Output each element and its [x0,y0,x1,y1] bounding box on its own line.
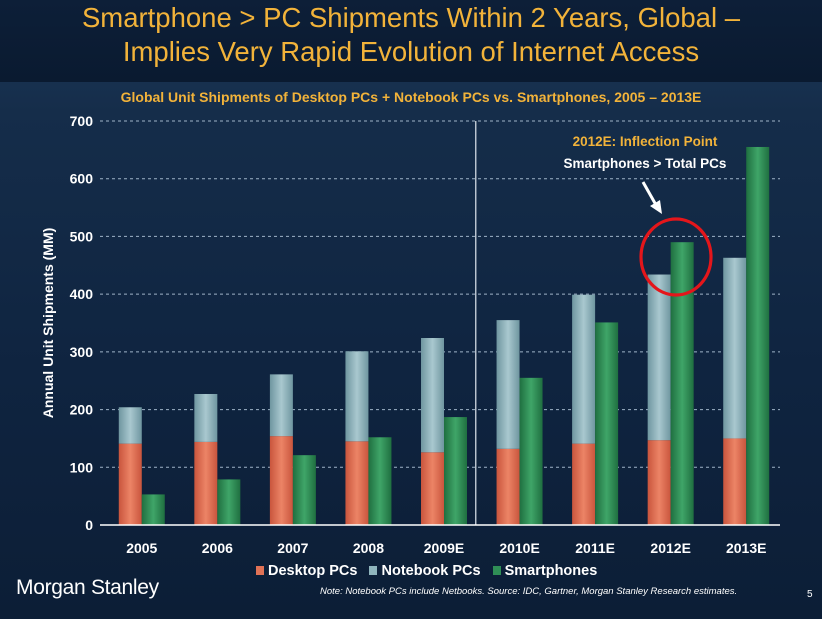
y-tick-label: 0 [85,517,93,533]
chart-title: Global Unit Shipments of Desktop PCs + N… [120,89,702,105]
bar-notebook-2010E [496,320,520,449]
legend-item-notebook: Notebook PCs [369,563,481,579]
bar-desktop-2010E [496,448,520,525]
bar-notebook-2009E [421,338,444,453]
x-tick-label: 2011E [575,540,615,556]
annotation: 2012E: Inflection Point Smartphones > To… [564,134,727,297]
slide-title-line-1: Smartphone > PC Shipments Within 2 Years… [81,2,741,33]
x-tick-label: 2005 [126,540,157,556]
bar-desktop-2005 [118,443,142,525]
bar-smartphone-2006 [217,479,241,525]
bar-smartphone-2011E [595,322,619,525]
x-axis: 2005 2006 2007 2008 2009E 2010E 2011E 2012E 2013… [126,540,766,556]
x-tick-label: 2007 [277,540,308,556]
page-number: 5 [807,589,813,600]
bar-layer [118,146,770,525]
y-tick-label: 500 [70,228,94,244]
annotation-arrow-shaft [641,181,658,206]
bar-desktop-2007 [269,436,293,525]
bar-smartphone-2008 [368,437,392,525]
bar-desktop-2008 [345,441,369,525]
annotation-arrow-head [650,200,662,214]
y-tick-label: 700 [70,113,94,129]
y-tick-label: 300 [70,344,94,360]
bar-notebook-2008 [345,351,369,442]
y-tick-label: 600 [70,171,94,187]
bar-desktop-2009E [421,452,444,525]
bar-notebook-2007 [269,374,293,437]
bar-notebook-2012E [647,274,671,441]
bar-notebook-2011E [572,294,596,444]
bar-notebook-2013E [723,257,747,439]
legend-label-smartphones: Smartphones [504,563,598,579]
title-band: Smartphone > PC Shipments Within 2 Years… [0,0,822,82]
bar-desktop-2011E [572,443,596,525]
bar-smartphone-2005 [141,494,165,525]
bar-desktop-2013E [723,438,747,525]
x-tick-label: 2009E [424,540,464,556]
annotation-line-1: 2012E: Inflection Point [573,134,718,149]
brand-logo-text: Morgan Stanley [16,576,159,599]
annotation-line-2: Smartphones > Total PCs [564,156,727,171]
x-tick-label: 2013E [726,540,766,556]
bar-notebook-2005 [118,407,142,444]
bar-smartphone-2009E [444,417,467,525]
bar-smartphone-2010E [519,377,543,525]
y-tick-label: 400 [70,286,94,302]
legend-label-desktop: Desktop PCs [268,563,358,579]
legend-item-desktop: Desktop PCs [256,563,357,579]
chart-plot: 0 100 200 300 400 500 600 700 Annual Unit Shipm… [40,113,780,556]
x-tick-label: 2008 [353,540,384,556]
legend-swatch-smartphones [492,566,501,575]
source-note: Note: Notebook PCs include Netbooks. Sou… [320,586,738,597]
legend-swatch-notebook [369,566,378,575]
y-tick-label: 200 [70,402,94,418]
x-tick-label: 2006 [202,540,233,556]
bar-desktop-2006 [194,441,218,525]
legend-item-smartphones: Smartphones [492,563,598,579]
x-tick-label: 2012E [650,540,690,556]
bar-smartphone-2012E [670,242,694,525]
y-axis: 0 100 200 300 400 500 600 700 [70,113,94,533]
legend-label-notebook: Notebook PCs [381,563,481,579]
inflection-circle [639,217,713,297]
bar-desktop-2012E [647,440,671,525]
y-tick-label: 100 [70,459,94,475]
bar-smartphone-2013E [746,146,770,525]
y-axis-label: Annual Unit Shipments (MM) [40,228,56,419]
legend-swatch-desktop [256,566,264,575]
bar-smartphone-2007 [292,455,316,525]
x-tick-label: 2010E [499,540,539,556]
bar-notebook-2006 [194,393,218,442]
slide-title-line-2: Implies Very Rapid Evolution of Internet… [122,36,700,67]
legend: Desktop PCs Notebook PCs Smartphones [256,563,605,579]
